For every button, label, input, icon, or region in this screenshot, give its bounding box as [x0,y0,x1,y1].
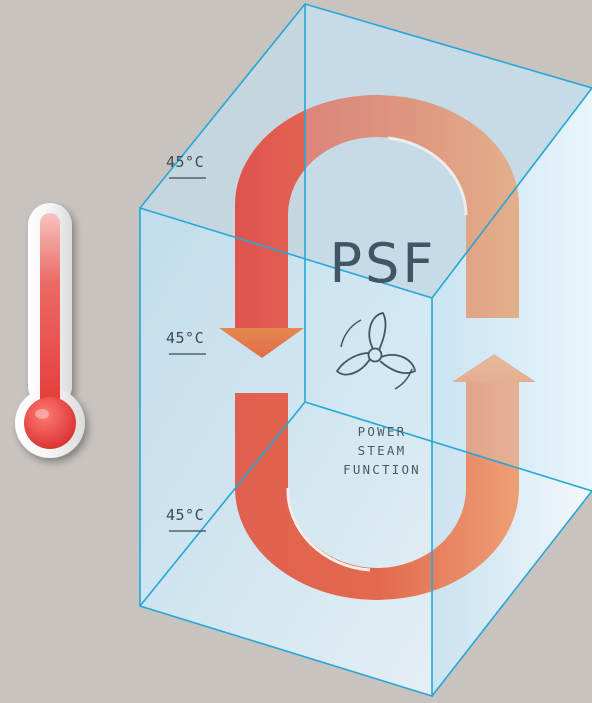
temperature-label-middle: 45°C [166,329,206,355]
svg-text:45°C: 45°C [166,153,204,171]
circulation-arrows [219,95,536,600]
arrow-bottom-inner-highlight [286,487,371,572]
arrow-bottom-loop [235,382,519,600]
box-inner-panel [305,4,592,491]
psf-title: PSF [330,232,437,295]
arrow-down-icon [219,328,304,358]
svg-text:45°C: 45°C [166,329,204,347]
fan-icon [336,312,416,390]
arrow-up-icon [452,354,536,382]
box-edges [139,3,592,698]
temperature-label-top: 45°C [166,153,206,179]
psf-subtitle-line-3: FUNCTION [343,462,421,477]
temperature-label-bottom: 45°C [166,506,206,532]
arrow-top-loop [235,95,519,328]
psf-subtitle-line-1: POWER [358,424,407,439]
thermometer-icon [15,203,85,458]
svg-text:45°C: 45°C [166,506,204,524]
arrow-top-inner-highlight [387,136,468,216]
psf-subtitle-line-2: STEAM [358,443,407,458]
